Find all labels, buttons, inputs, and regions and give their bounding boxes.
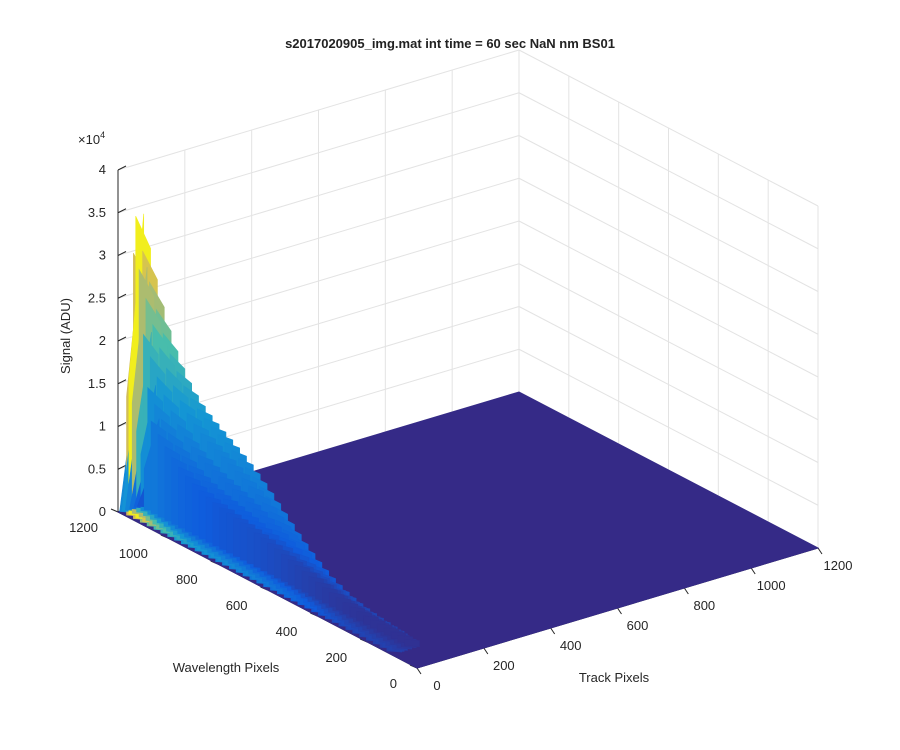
x-tick-label: 800: [693, 598, 715, 613]
x-tick-label: 1000: [757, 578, 786, 593]
x-tick-label: 0: [433, 678, 440, 693]
z-tick-mark: [117, 251, 127, 256]
y-tick-mark: [110, 508, 119, 513]
grid-line: [117, 177, 520, 299]
z-tick-mark: [117, 464, 127, 470]
z-tick-mark: [117, 336, 127, 342]
x-tick-label: 600: [627, 618, 649, 633]
y-tick-label: 400: [276, 624, 298, 639]
y-tick-label: 800: [176, 572, 198, 587]
x-tick-mark: [817, 547, 823, 555]
z-tick-label: 2: [99, 333, 106, 348]
grid-line: [117, 49, 520, 171]
surface-ridge-segment: [404, 638, 420, 648]
x-tick-mark: [683, 587, 689, 595]
grid-line: [518, 49, 819, 207]
x-tick-label: 1200: [824, 558, 853, 573]
z-tick-label: 3: [99, 248, 106, 263]
grid-line: [518, 220, 819, 378]
z-tick-label: 4: [99, 162, 106, 177]
x-tick-mark: [617, 607, 622, 615]
x-tick-label: 400: [560, 638, 582, 653]
grid-line: [117, 92, 520, 214]
z-tick-label: 1: [99, 419, 106, 434]
grid-line: [518, 177, 819, 335]
grid-line: [518, 92, 819, 250]
z-tick-mark: [117, 208, 127, 214]
z-tick-mark: [117, 422, 127, 427]
z-multiplier-label: ×104: [78, 130, 105, 147]
z-tick-label: 2.5: [88, 290, 106, 305]
x-tick-label: 200: [493, 658, 515, 673]
x-axis-label: Track Pixels: [579, 670, 650, 685]
z-tick-mark: [117, 165, 127, 171]
y-tick-label: 0: [390, 676, 397, 691]
x-tick-mark: [550, 627, 556, 635]
grid-line: [117, 220, 520, 342]
y-tick-label: 1000: [119, 546, 148, 561]
y-tick-label: 600: [226, 598, 248, 613]
z-tick-label: 1.5: [88, 376, 106, 391]
grid-line: [117, 135, 520, 256]
chart-title: s2017020905_img.mat int time = 60 sec Na…: [285, 36, 615, 51]
grid-line: [117, 263, 520, 385]
grid-line: [518, 135, 819, 292]
z-tick-label: 0: [99, 504, 106, 519]
grid-line: [518, 263, 819, 421]
surface-layer: [116, 213, 820, 669]
z-tick-mark: [117, 379, 127, 385]
z-tick-mark: [117, 293, 127, 299]
x-tick-mark: [750, 567, 756, 575]
labels-layer: 0200400600800100012000200400600800100012…: [58, 130, 852, 693]
z-tick-label: 0.5: [88, 461, 106, 476]
grid-line: [518, 306, 819, 463]
y-tick-label: 200: [325, 650, 347, 665]
z-tick-label: 3.5: [88, 205, 106, 220]
z-axis-label: Signal (ADU): [58, 298, 73, 374]
x-tick-mark: [416, 667, 422, 675]
grid-line: [518, 348, 819, 506]
y-tick-label: 1200: [69, 520, 98, 535]
x-tick-mark: [483, 647, 489, 655]
y-axis-label: Wavelength Pixels: [173, 660, 280, 675]
